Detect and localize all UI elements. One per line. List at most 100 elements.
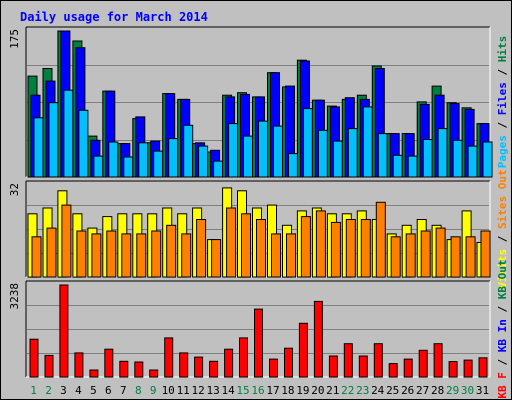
side-legend-part: Hits — [496, 36, 509, 63]
bar-kb-f-day-17 — [269, 358, 278, 378]
bar-pages-day-2 — [48, 102, 59, 178]
panel-visits-sites: 32 Visits / Sites Out — [8, 169, 509, 288]
x-tick-label-day-3: 3 — [60, 384, 67, 397]
bar-sites-day-6 — [106, 230, 117, 278]
bar-sites-day-22 — [345, 219, 356, 278]
bar-pages-day-22 — [347, 128, 358, 178]
bar-pages-day-7 — [123, 156, 134, 178]
bar-sites-day-11 — [181, 233, 192, 278]
x-tick-label-day-18: 18 — [281, 384, 294, 397]
bar-kb-f-day-2 — [44, 354, 54, 378]
bar-pages-day-9 — [153, 150, 164, 178]
bar-pages-day-12 — [198, 145, 209, 178]
side-legend-part: Pages — [496, 135, 509, 168]
bar-pages-day-25 — [392, 154, 403, 178]
bar-sites-day-9 — [151, 230, 162, 278]
panel-hits-files-pages: 175 Pages / Files / Hits — [8, 26, 509, 178]
bar-kb-f-day-19 — [298, 322, 308, 378]
bar-kb-f-day-1 — [29, 338, 39, 378]
bar-kb-f-day-21 — [328, 355, 338, 378]
x-tick-label-day-1: 1 — [30, 384, 37, 397]
x-tick-label-day-31: 31 — [476, 384, 489, 397]
bar-pages-day-15 — [243, 135, 253, 178]
side-legend-part: / — [496, 115, 509, 135]
bars-visits-sites — [27, 187, 491, 278]
chart-title: Daily usage for March 2014 — [20, 10, 208, 24]
x-tick-label-day-4: 4 — [75, 384, 82, 397]
side-legend-part: Sites — [496, 196, 509, 229]
bar-kb-f-day-29 — [448, 361, 458, 378]
bar-kb-f-day-11 — [179, 352, 189, 378]
bar-sites-day-29 — [450, 236, 461, 278]
x-axis-day-labels: 1 2 3 4 5 6 7 8 9 10 11 12 13 14 15 16 17 18 19 20 21 22 23 24 2… — [30, 384, 489, 397]
bar-kb-f-day-31 — [478, 357, 488, 378]
bar-pages-day-28 — [437, 128, 448, 178]
bar-kb-f-day-28 — [433, 343, 443, 378]
x-tick-label-day-23: 23 — [356, 384, 369, 397]
bar-pages-day-16 — [258, 120, 268, 178]
x-tick-label-day-15: 15 — [236, 384, 249, 397]
bar-pages-day-20 — [317, 129, 328, 178]
bar-kb-f-day-9 — [149, 369, 159, 378]
side-legend-part: Files — [496, 82, 509, 115]
y-max-tick-label: 175 — [8, 29, 21, 49]
bar-sites-day-14 — [226, 207, 237, 278]
bar-sites-day-7 — [121, 233, 132, 278]
bar-pages-day-29 — [452, 139, 463, 178]
bar-sites-day-20 — [315, 210, 326, 278]
x-tick-label-day-29: 29 — [446, 384, 459, 397]
bar-pages-day-8 — [138, 142, 149, 178]
bar-sites-day-25 — [390, 236, 401, 278]
bar-sites-day-10 — [166, 224, 177, 278]
x-tick-label-day-21: 21 — [326, 384, 339, 397]
bars-kbytes — [29, 284, 488, 378]
bar-sites-day-5 — [91, 233, 102, 278]
bar-kb-f-day-23 — [358, 355, 368, 378]
bar-kb-f-day-7 — [119, 360, 129, 378]
x-tick-label-day-12: 12 — [191, 384, 204, 397]
x-tick-label-day-5: 5 — [90, 384, 97, 397]
x-tick-label-day-20: 20 — [311, 384, 324, 397]
x-tick-label-day-9: 9 — [150, 384, 157, 397]
bar-sites-day-16 — [256, 219, 266, 278]
bar-pages-day-24 — [377, 133, 388, 178]
bar-pages-day-13 — [213, 160, 224, 178]
bar-pages-day-1 — [33, 117, 44, 178]
bar-sites-day-17 — [271, 233, 281, 278]
x-tick-label-day-26: 26 — [401, 384, 414, 397]
side-legend-hits-files-pages: Pages / Files / Hits — [496, 36, 509, 169]
x-tick-label-day-19: 19 — [296, 384, 309, 397]
side-legend-visits-sites: Visits / Sites Out — [496, 169, 509, 288]
bar-pages-day-23 — [362, 106, 373, 178]
side-legend-part: / — [496, 62, 509, 82]
bar-kb-f-day-25 — [388, 363, 398, 378]
bar-kb-f-day-30 — [463, 359, 473, 378]
bar-kb-f-day-22 — [343, 343, 353, 378]
bar-pages-day-14 — [228, 123, 239, 178]
bar-pages-day-26 — [407, 155, 418, 178]
bar-sites-day-19 — [300, 216, 311, 278]
bar-pages-day-3 — [63, 89, 74, 178]
x-tick-label-day-10: 10 — [162, 384, 175, 397]
bar-sites-day-28 — [435, 227, 446, 278]
side-legend-part: KB In — [496, 319, 509, 352]
bar-pages-day-6 — [108, 141, 119, 178]
bar-kb-f-day-12 — [194, 356, 204, 378]
bar-pages-day-10 — [168, 138, 179, 178]
bar-kb-f-day-10 — [164, 337, 174, 378]
bar-kb-f-day-14 — [224, 348, 234, 378]
bar-sites-day-13 — [211, 239, 222, 278]
x-tick-label-day-7: 7 — [120, 384, 127, 397]
bar-kb-f-day-27 — [418, 349, 428, 378]
bar-kb-f-day-16 — [254, 308, 263, 378]
bar-kb-f-day-13 — [209, 360, 219, 378]
x-tick-label-day-24: 24 — [371, 384, 385, 397]
side-legend-part: Visits — [496, 249, 509, 289]
y-max-tick-label: 3238 — [8, 283, 21, 310]
bar-sites-day-12 — [196, 219, 207, 278]
x-tick-label-day-13: 13 — [206, 384, 219, 397]
